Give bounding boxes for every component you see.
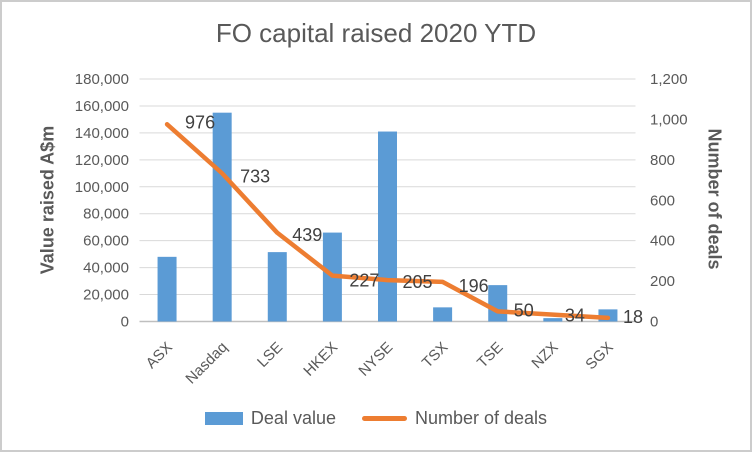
data-label-lse: 439 <box>292 225 322 245</box>
bar-nasdaq <box>212 112 232 322</box>
data-label-nzx: 34 <box>565 306 585 326</box>
category-label-nyse: NYSE <box>355 339 396 380</box>
right-axis-tick: 1,200 <box>650 71 688 88</box>
category-label-sgx: SGX <box>582 339 616 373</box>
bar-lse <box>267 252 287 322</box>
left-axis-tick: 20,000 <box>83 287 129 304</box>
legend-label-deal-value: Deal value <box>250 408 336 428</box>
left-axis-tick: 0 <box>121 314 129 331</box>
right-axis-tick: 400 <box>650 233 675 250</box>
left-axis-tick: 120,000 <box>75 152 129 169</box>
data-label-nyse: 205 <box>403 272 433 292</box>
data-label-sgx: 18 <box>623 307 643 327</box>
legend-item-deal-value: Deal value <box>204 408 336 429</box>
right-axis-tick: 800 <box>650 152 675 169</box>
data-label-asx: 976 <box>185 112 215 132</box>
left-axis-tick: 60,000 <box>83 233 129 250</box>
data-label-tse: 50 <box>514 300 534 320</box>
category-label-asx: ASX <box>143 339 176 372</box>
legend-item-number-of-deals: Number of deals <box>361 408 548 429</box>
category-label-hkex: HKEX <box>300 339 341 380</box>
category-label-tsx: TSX <box>419 339 452 372</box>
right-axis-tick: 200 <box>650 273 675 290</box>
left-axis-tick: 80,000 <box>83 206 129 223</box>
left-axis-tick: 40,000 <box>83 260 129 277</box>
left-axis-tick: 140,000 <box>75 125 129 142</box>
bar-tsx <box>433 307 453 322</box>
left-axis-tick: 160,000 <box>75 98 129 115</box>
category-label-nasdaq: Nasdaq <box>182 339 231 388</box>
bar-tse <box>488 285 508 322</box>
data-label-hkex: 227 <box>349 271 379 291</box>
category-label-nzx: NZX <box>528 339 561 372</box>
left-axis-tick: 100,000 <box>75 179 129 196</box>
right-axis-tick: 0 <box>650 314 658 331</box>
data-label-tsx: 196 <box>459 276 489 296</box>
chart-title: FO capital raised 2020 YTD <box>215 18 537 48</box>
category-label-lse: LSE <box>254 339 286 371</box>
bar-nyse <box>378 131 397 322</box>
legend-label-number-of-deals: Number of deals <box>414 408 548 428</box>
deal-value-swatch-icon <box>204 412 243 425</box>
right-axis-tick: 600 <box>650 192 675 209</box>
number-of-deals-line <box>164 122 611 321</box>
legend: Deal value Number of deals <box>2 408 750 429</box>
left-axis-tick: 180,000 <box>75 71 129 88</box>
category-label-tse: TSE <box>474 339 507 372</box>
right-axis-tick: 1,000 <box>650 111 688 128</box>
bar-nzx <box>543 318 563 322</box>
number-of-deals-swatch-icon <box>361 416 407 421</box>
bar-asx <box>157 256 177 322</box>
data-label-nasdaq: 733 <box>240 166 270 186</box>
